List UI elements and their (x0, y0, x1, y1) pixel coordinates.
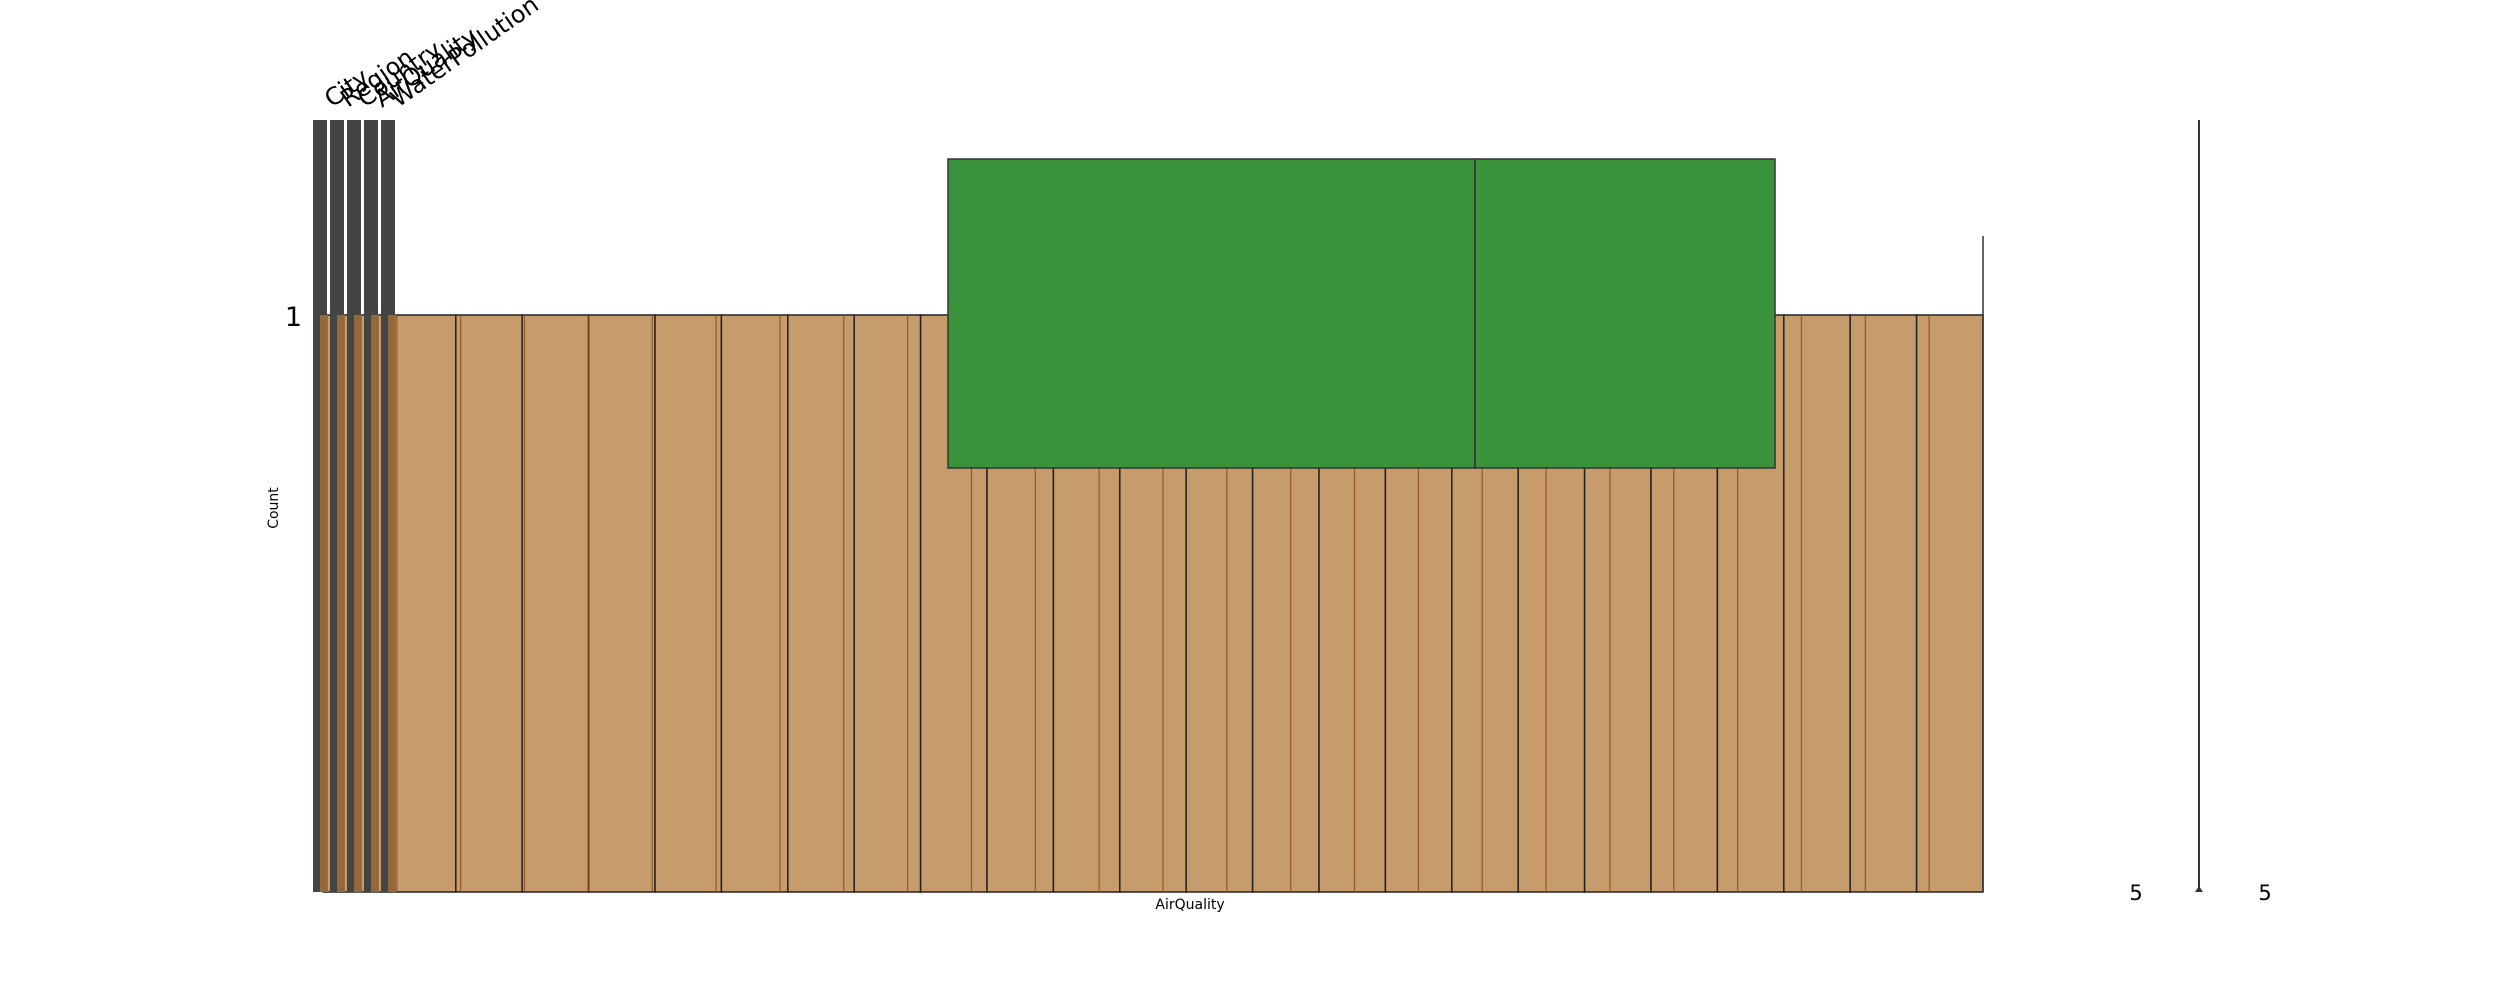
right-tick-label-1: 5 (2129, 881, 2142, 905)
right-tick-label-2: 5 (2258, 881, 2271, 905)
column-header-labels: City Region Country AirQuality WaterPoll… (319, 0, 543, 113)
histogram-bar (587, 314, 656, 893)
histogram-bar (1849, 314, 1918, 893)
column-header-bars (313, 120, 396, 892)
header-overlap-strip (320, 315, 328, 892)
histogram-bar (521, 314, 590, 893)
histogram-bar (787, 314, 855, 893)
histogram-bar (1915, 314, 1984, 893)
header-overlap-strip (337, 315, 345, 892)
box-right-segment (1474, 158, 1776, 469)
histogram-bar (853, 314, 922, 893)
header-overlap-strip (354, 315, 362, 892)
histogram-bar (388, 314, 457, 893)
header-overlap-strip (388, 315, 396, 892)
box-plot (947, 158, 1776, 469)
histogram-bar (654, 314, 723, 893)
header-overlap-strip (371, 315, 379, 892)
y-axis-label: Count (266, 487, 282, 529)
histogram-bar (720, 314, 789, 893)
histogram-bar (455, 314, 523, 893)
box-left-segment (947, 158, 1476, 469)
axes: 1 Count AirQuality 5 5 (266, 120, 2272, 913)
histogram-bar (1783, 314, 1851, 893)
marginal-axis-marker (2195, 886, 2203, 892)
x-axis-label: AirQuality (1155, 897, 1224, 913)
y-tick-label: 1 (285, 302, 302, 333)
